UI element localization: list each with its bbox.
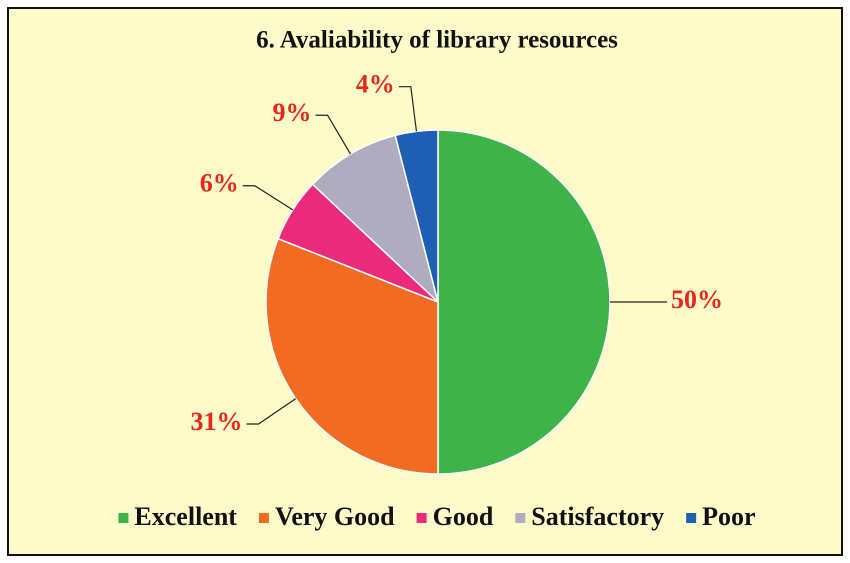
legend-swatch xyxy=(515,513,526,523)
data-label: 31% xyxy=(191,407,243,436)
pie-slice xyxy=(265,237,439,475)
legend-swatch xyxy=(258,513,269,523)
pie-slice xyxy=(311,134,440,305)
pie-slice xyxy=(394,129,439,303)
legend-swatch xyxy=(416,513,427,523)
legend-label: Poor xyxy=(702,502,755,531)
chart-title: 6. Avaliability of library resources xyxy=(256,27,618,54)
data-label: 50% xyxy=(671,285,723,314)
leader-line xyxy=(315,114,351,155)
legend-swatch xyxy=(118,513,129,523)
legend-label: Satisfactory xyxy=(531,502,664,531)
legend-swatch xyxy=(686,513,697,523)
leader-line xyxy=(242,185,294,211)
data-label: 4% xyxy=(356,70,395,99)
data-label: 6% xyxy=(200,169,239,198)
leader-line xyxy=(246,398,297,425)
legend-label: Very Good xyxy=(275,502,395,531)
legend-label: Excellent xyxy=(134,502,237,531)
legend-label: Good xyxy=(433,502,494,531)
leader-line xyxy=(398,86,418,132)
data-label: 9% xyxy=(273,98,312,127)
